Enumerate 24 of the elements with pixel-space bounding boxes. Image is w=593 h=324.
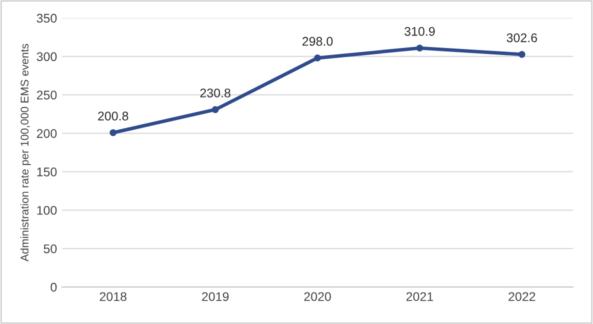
y-tick-label: 200 <box>36 129 57 138</box>
text: 310.9 <box>404 27 435 36</box>
y-tick-label: 100 <box>37 206 57 215</box>
y-tick-label: 350 <box>36 14 57 23</box>
x-tick-label: 2020 <box>304 292 331 302</box>
point <box>110 129 117 136</box>
text: 230.8 <box>200 88 230 98</box>
point <box>212 106 219 114</box>
point <box>314 54 321 62</box>
text: 298.0 <box>302 36 333 46</box>
x-tick-label: 2019 <box>202 292 229 302</box>
text: 200.8 <box>98 112 128 120</box>
y-tick-label: 150 <box>37 168 57 176</box>
y-tick-label: 50 <box>44 244 57 254</box>
x-tick-label: 2018 <box>100 292 126 302</box>
y-axis-title: Administration rate per 100,000 EMS events <box>20 44 31 262</box>
y-tick-label: 0 <box>50 282 57 292</box>
point <box>416 44 424 52</box>
y-tick-label: 250 <box>36 90 57 100</box>
text: 302.6 <box>506 33 537 42</box>
y-tick-label: 300 <box>36 52 57 62</box>
point <box>518 50 526 58</box>
x-tick-label: 2021 <box>406 292 433 302</box>
x-tick-label: 2022 <box>508 292 536 302</box>
